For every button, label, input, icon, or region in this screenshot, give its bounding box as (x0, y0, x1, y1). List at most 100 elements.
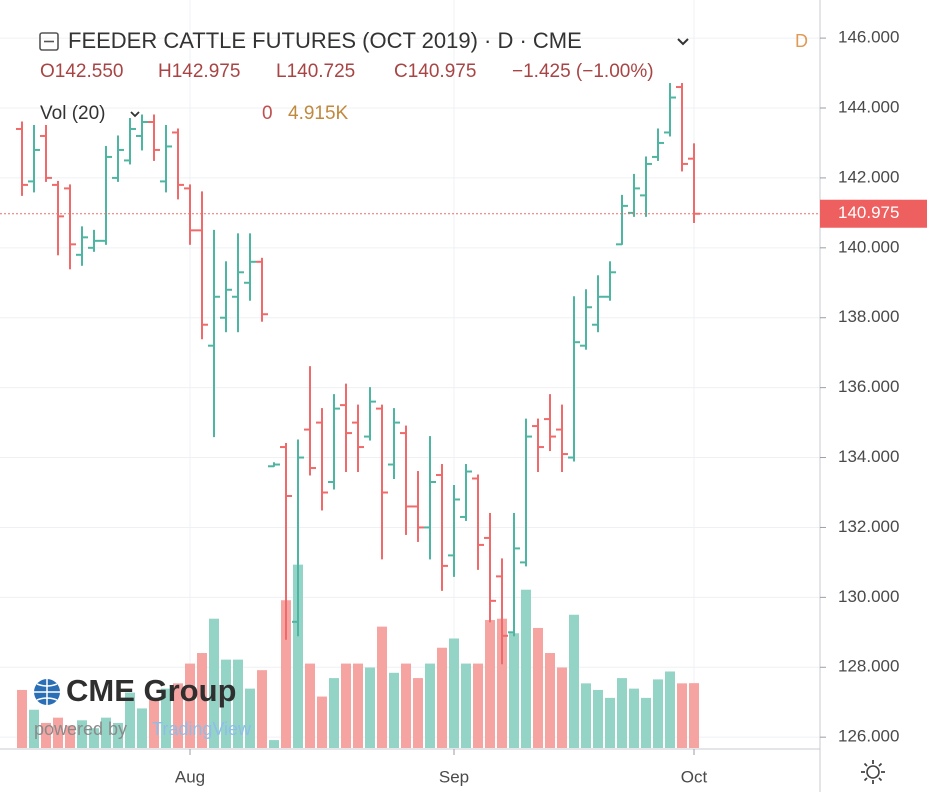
x-tick-label: Oct (681, 767, 708, 786)
volume-bar (425, 663, 435, 748)
volume-legend-1: 4.915K (288, 103, 349, 124)
volume-bar (173, 683, 183, 748)
volume-bar (449, 638, 459, 748)
volume-bar (605, 697, 615, 748)
volume-bar (665, 671, 675, 748)
title-chevron[interactable] (677, 38, 689, 46)
legend-item: C140.975 (394, 61, 476, 82)
price-bars (16, 83, 700, 665)
volume-bar (317, 696, 327, 748)
volume-bar (149, 697, 159, 748)
volume-bar (641, 697, 651, 748)
volume-bar (401, 663, 411, 748)
gear-teeth (861, 760, 885, 784)
volume-bar (233, 659, 243, 748)
legend-item: O142.550 (40, 61, 123, 82)
volume-bar (485, 620, 495, 748)
volume-bar (353, 663, 363, 748)
volume-bar (677, 683, 687, 748)
y-tick-label: 140.000 (838, 237, 899, 256)
volume-bar (473, 663, 483, 748)
legend-item: L140.725 (276, 61, 355, 82)
grid (0, 0, 820, 748)
volume-bar (65, 725, 75, 748)
settings-gear[interactable] (861, 760, 885, 784)
volume-bar (497, 618, 507, 748)
volume-bar (533, 627, 543, 748)
volume-bar (53, 717, 63, 748)
volume-bar (113, 722, 123, 748)
volume-bar (77, 720, 87, 748)
volume-bar (221, 659, 231, 748)
volume-bar (545, 653, 555, 748)
volume-bar (161, 688, 171, 748)
logo-globe-lines (34, 679, 60, 705)
volume-bar (653, 679, 663, 748)
ohlc-legend: O142.550 H142.975 L140.725 C140.975 −1.425 (… (40, 61, 654, 82)
volume-bar (245, 688, 255, 748)
volume-bar (101, 717, 111, 748)
volume-bar (377, 626, 387, 748)
volume-bar (593, 689, 603, 748)
volume-bar (569, 614, 579, 748)
last-price-label: 140.975 (838, 203, 899, 222)
volume-bar (185, 663, 195, 748)
y-tick-label: 134.000 (838, 447, 899, 466)
y-tick-label: 136.000 (838, 377, 899, 396)
volume-bar (689, 683, 699, 748)
volume-bar (137, 708, 147, 748)
volume-bar (341, 663, 351, 748)
last-price-tag (820, 199, 927, 228)
y-tick-label: 128.000 (838, 657, 899, 676)
volume-title[interactable]: Vol (20) (40, 103, 105, 124)
volume-bar (329, 678, 339, 748)
legend: FEEDER CATTLE FUTURES (OCT 2019) · D · C… (39, 28, 808, 124)
volume-bar (293, 564, 303, 748)
legend-item: H142.975 (158, 61, 240, 82)
volume-bar (269, 740, 279, 748)
volume-bar (17, 689, 27, 748)
y-tick-label: 130.000 (838, 587, 899, 606)
collapse-icon[interactable] (39, 32, 59, 51)
watermark: CME Group powered by TradingView (34, 673, 252, 739)
volume-bar (437, 647, 447, 748)
volume-bar (389, 672, 399, 748)
volume-bar (557, 667, 567, 748)
x-tick-label: Aug (175, 767, 205, 786)
volume-bar (125, 692, 135, 748)
volume-bar (89, 728, 99, 748)
volume-pane (17, 564, 699, 748)
y-tick-label: 132.000 (838, 517, 899, 536)
volume-bar (629, 688, 639, 748)
volume-bar (305, 663, 315, 748)
volume-bar (581, 683, 591, 748)
volume-bar (413, 678, 423, 748)
interval-badge: D (795, 31, 808, 51)
volume-bar (209, 618, 219, 748)
volume-bar (29, 709, 39, 748)
legend-item: −1.425 (−1.00%) (512, 61, 654, 82)
volume-bar (617, 678, 627, 748)
volume-bar (197, 653, 207, 748)
y-tick-label: 138.000 (838, 307, 899, 326)
volume-bar (41, 722, 51, 748)
x-tick-label: Sep (439, 767, 469, 786)
y-tick-label: 146.000 (838, 28, 899, 47)
symbol-title[interactable]: FEEDER CATTLE FUTURES (OCT 2019) · D · C… (68, 28, 582, 53)
volume-bar (281, 600, 291, 748)
y-tick-label: 142.000 (838, 167, 899, 186)
powered-by: powered by (34, 719, 127, 739)
axes: 126.000 128.000 130.000 132.000 134.000 136.0… (0, 28, 927, 786)
volume-bar (365, 667, 375, 748)
volume-bar (461, 663, 471, 748)
volume-bar (509, 633, 519, 748)
volume-bar (257, 670, 267, 748)
gear-ring (866, 765, 880, 779)
volume-chevron[interactable] (130, 111, 140, 118)
volume-legend-0: 0 (262, 103, 273, 124)
y-tick-label: 144.000 (838, 97, 899, 116)
provider: TradingView (152, 719, 252, 739)
y-tick-label: 126.000 (838, 727, 899, 746)
volume-bar (521, 589, 531, 748)
